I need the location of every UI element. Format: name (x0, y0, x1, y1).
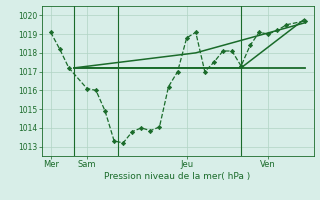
X-axis label: Pression niveau de la mer( hPa ): Pression niveau de la mer( hPa ) (104, 172, 251, 181)
